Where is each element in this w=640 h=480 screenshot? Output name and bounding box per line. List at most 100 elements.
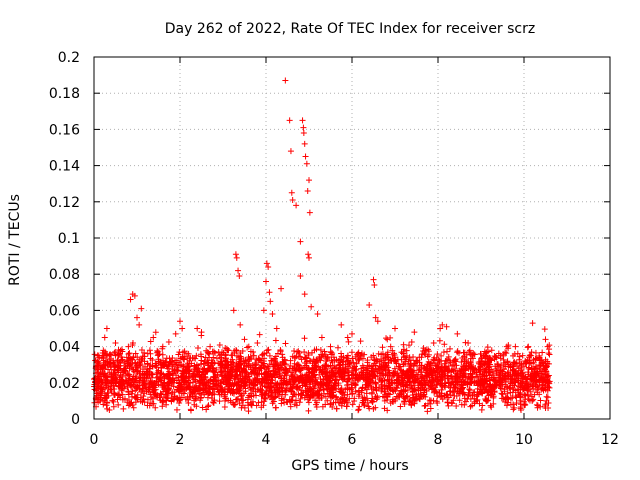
data-point bbox=[479, 358, 486, 365]
data-point bbox=[116, 350, 123, 357]
data-point bbox=[423, 373, 430, 380]
data-point bbox=[476, 366, 483, 373]
y-tick-label: 0.12 bbox=[49, 195, 80, 211]
data-point bbox=[181, 390, 188, 397]
data-point bbox=[424, 361, 431, 368]
data-point bbox=[234, 379, 241, 386]
data-point bbox=[194, 345, 201, 352]
data-point bbox=[360, 401, 367, 408]
data-point bbox=[493, 382, 500, 389]
data-point bbox=[314, 391, 321, 398]
data-point bbox=[434, 379, 441, 386]
data-point bbox=[152, 404, 159, 411]
data-point bbox=[267, 298, 274, 305]
data-point bbox=[120, 366, 127, 373]
data-point bbox=[232, 251, 239, 258]
data-point bbox=[243, 379, 250, 386]
data-point bbox=[465, 373, 472, 380]
data-point bbox=[245, 343, 252, 350]
data-point bbox=[504, 358, 511, 365]
data-point bbox=[388, 377, 395, 384]
data-point bbox=[288, 373, 295, 380]
data-point bbox=[314, 311, 321, 318]
data-point bbox=[418, 364, 425, 371]
data-point bbox=[544, 394, 551, 401]
data-point bbox=[229, 388, 236, 395]
data-point bbox=[325, 374, 332, 381]
data-point bbox=[447, 392, 454, 399]
data-point bbox=[466, 363, 473, 370]
data-point bbox=[165, 387, 172, 394]
data-point bbox=[249, 398, 256, 405]
data-point bbox=[366, 370, 373, 377]
data-point bbox=[451, 357, 458, 364]
data-point bbox=[193, 386, 200, 393]
data-point bbox=[233, 352, 240, 359]
data-point bbox=[248, 369, 255, 376]
data-point bbox=[216, 352, 223, 359]
data-point bbox=[200, 386, 207, 393]
data-point bbox=[338, 350, 345, 357]
x-tick-label: 2 bbox=[176, 432, 185, 448]
data-point bbox=[200, 361, 207, 368]
data-point bbox=[450, 397, 457, 404]
data-point bbox=[397, 377, 404, 384]
data-point bbox=[454, 330, 461, 337]
data-point bbox=[262, 383, 269, 390]
data-point bbox=[306, 394, 313, 401]
data-point bbox=[470, 350, 477, 357]
data-point bbox=[467, 403, 474, 410]
data-point bbox=[112, 339, 119, 346]
data-point bbox=[164, 363, 171, 370]
data-point bbox=[516, 353, 523, 360]
data-point bbox=[137, 362, 144, 369]
grid-lines bbox=[94, 57, 610, 419]
data-point bbox=[329, 403, 336, 410]
data-point bbox=[447, 359, 454, 366]
data-point bbox=[445, 353, 452, 360]
data-point bbox=[227, 397, 234, 404]
data-point bbox=[327, 362, 334, 369]
data-point bbox=[382, 370, 389, 377]
data-point bbox=[327, 400, 334, 407]
data-point bbox=[274, 380, 281, 387]
data-point bbox=[272, 388, 279, 395]
data-point bbox=[462, 370, 469, 377]
data-point bbox=[159, 403, 166, 410]
data-point bbox=[351, 382, 358, 389]
data-point bbox=[541, 326, 548, 333]
data-point bbox=[269, 400, 276, 407]
data-point bbox=[185, 384, 192, 391]
data-point bbox=[408, 401, 415, 408]
data-point bbox=[263, 349, 270, 356]
data-point bbox=[421, 377, 428, 384]
data-point bbox=[422, 372, 429, 379]
data-point bbox=[335, 382, 342, 389]
data-point bbox=[294, 373, 301, 380]
data-point bbox=[235, 388, 242, 395]
x-axis-ticks: 0 2 4 6 8 10 12 bbox=[90, 57, 619, 448]
data-point bbox=[171, 393, 178, 400]
data-point bbox=[349, 401, 356, 408]
data-point bbox=[485, 383, 492, 390]
data-point bbox=[198, 377, 205, 384]
data-point bbox=[216, 398, 223, 405]
data-point bbox=[392, 325, 398, 332]
data-point bbox=[246, 361, 253, 368]
data-point bbox=[110, 359, 117, 366]
data-point bbox=[253, 361, 260, 368]
data-point bbox=[510, 401, 517, 408]
data-point bbox=[400, 393, 407, 400]
y-tick-label: 0.06 bbox=[49, 303, 80, 319]
data-point bbox=[100, 347, 107, 354]
data-point bbox=[99, 349, 106, 356]
y-tick-label: 0.04 bbox=[49, 340, 80, 356]
data-point bbox=[311, 362, 318, 369]
data-point bbox=[444, 348, 450, 355]
data-point bbox=[228, 373, 235, 380]
data-point bbox=[378, 378, 385, 385]
data-point bbox=[316, 387, 323, 394]
data-point bbox=[205, 365, 212, 372]
data-point bbox=[135, 382, 142, 389]
data-point bbox=[282, 340, 289, 347]
